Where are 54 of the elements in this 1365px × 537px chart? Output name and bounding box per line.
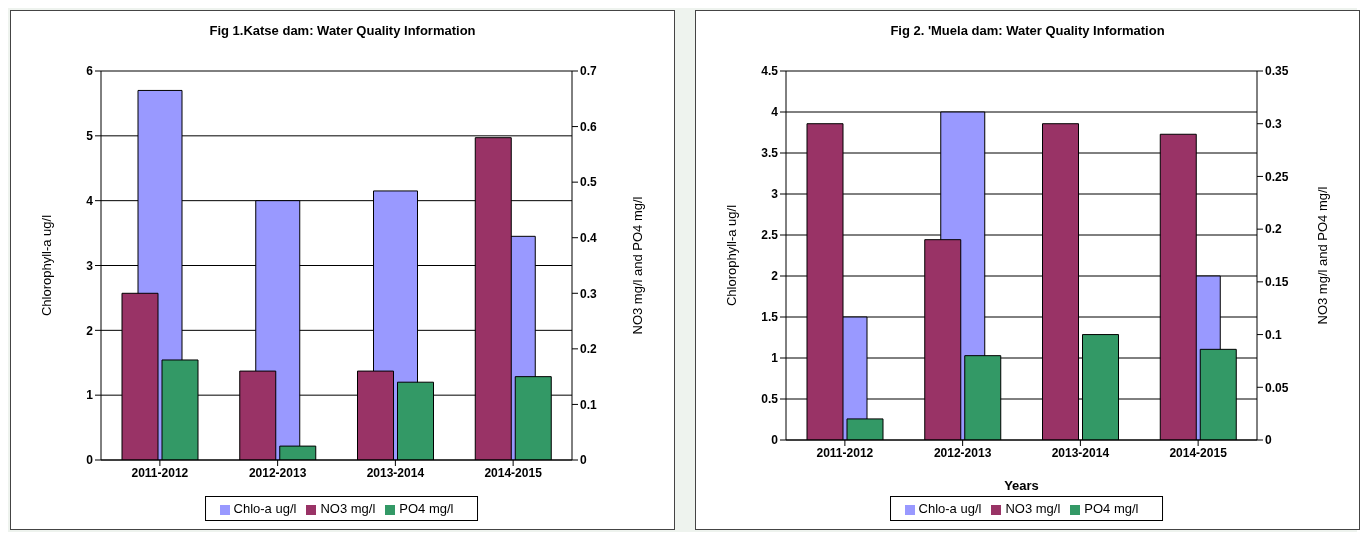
y2-tick-label: 0.3 [580, 286, 598, 301]
y2-tick-label: 0.4 [580, 230, 598, 245]
y2-tick-label: 0 [1265, 433, 1272, 448]
x-tick-label: 2014-2015 [1169, 445, 1228, 460]
y2-tick-label: 0 [580, 453, 587, 468]
y-tick-label: 1 [86, 388, 94, 403]
chart-title: Fig 1.Katse dam: Water Quality Information [208, 22, 477, 40]
y2-axis-title: NO3 mg/l and PO4 mg/l [1314, 186, 1330, 325]
y-tick-label: 3.5 [761, 146, 779, 161]
y2-tick-label: 0.2 [1265, 222, 1283, 237]
legend-label: NO3 mg/l [320, 501, 376, 516]
y2-tick-label: 0.15 [1265, 275, 1289, 290]
y-axis-title: Chlorophyll-a ug/l [38, 214, 54, 317]
chart-title: Fig 2. 'Muela dam: Water Quality Information [889, 22, 1166, 40]
y-tick-label: 4.5 [761, 64, 779, 79]
y-axis-title: Chlorophyll-a ug/l [723, 204, 739, 307]
x-tick-label: 2011-2012 [131, 465, 189, 480]
y2-tick-label: 0.5 [580, 175, 598, 190]
x-axis-title: Years [1004, 478, 1039, 493]
y-tick-label: 5 [86, 129, 94, 144]
legend-label: NO3 mg/l [1005, 501, 1061, 516]
y2-tick-label: 0.2 [580, 342, 598, 357]
y-tick-label: 6 [86, 64, 94, 79]
x-tick-label: 2013-2014 [366, 465, 425, 480]
y-tick-label: 1.5 [761, 310, 779, 325]
x-tick-label: 2011-2012 [816, 445, 874, 460]
y2-tick-label: 0.05 [1265, 380, 1289, 395]
y-tick-label: 4 [86, 193, 94, 208]
y-tick-label: 1 [771, 351, 779, 366]
legend-label: PO4 mg/l [399, 501, 454, 516]
y2-tick-label: 0.6 [580, 119, 598, 134]
x-tick-label: 2013-2014 [1051, 445, 1110, 460]
y-tick-label: 4 [771, 105, 779, 120]
y-tick-label: 0.5 [761, 392, 779, 407]
y-tick-label: 3 [771, 187, 779, 202]
x-tick-label: 2012-2013 [248, 465, 307, 480]
y-tick-label: 2 [771, 269, 779, 284]
y2-tick-label: 0.25 [1265, 169, 1289, 184]
legend-label: PO4 mg/l [1084, 501, 1139, 516]
legend-label: Chlo-a ug/l [233, 501, 297, 516]
y-tick-label: 3 [86, 258, 94, 273]
y2-tick-label: 0.1 [580, 397, 598, 412]
y-tick-label: 0 [771, 433, 779, 448]
x-tick-label: 2012-2013 [933, 445, 992, 460]
y-tick-label: 2.5 [761, 228, 779, 243]
y2-tick-label: 0.1 [1265, 327, 1283, 342]
y2-tick-label: 0.3 [1265, 116, 1283, 131]
y2-tick-label: 0.7 [580, 64, 598, 79]
y-tick-label: 2 [86, 323, 94, 338]
y2-axis-title: NO3 mg/l and PO4 mg/l [629, 196, 645, 335]
y2-tick-label: 0.35 [1265, 64, 1289, 79]
legend-label: Chlo-a ug/l [918, 501, 982, 516]
y-tick-label: 0 [86, 453, 94, 468]
x-tick-label: 2014-2015 [484, 465, 543, 480]
